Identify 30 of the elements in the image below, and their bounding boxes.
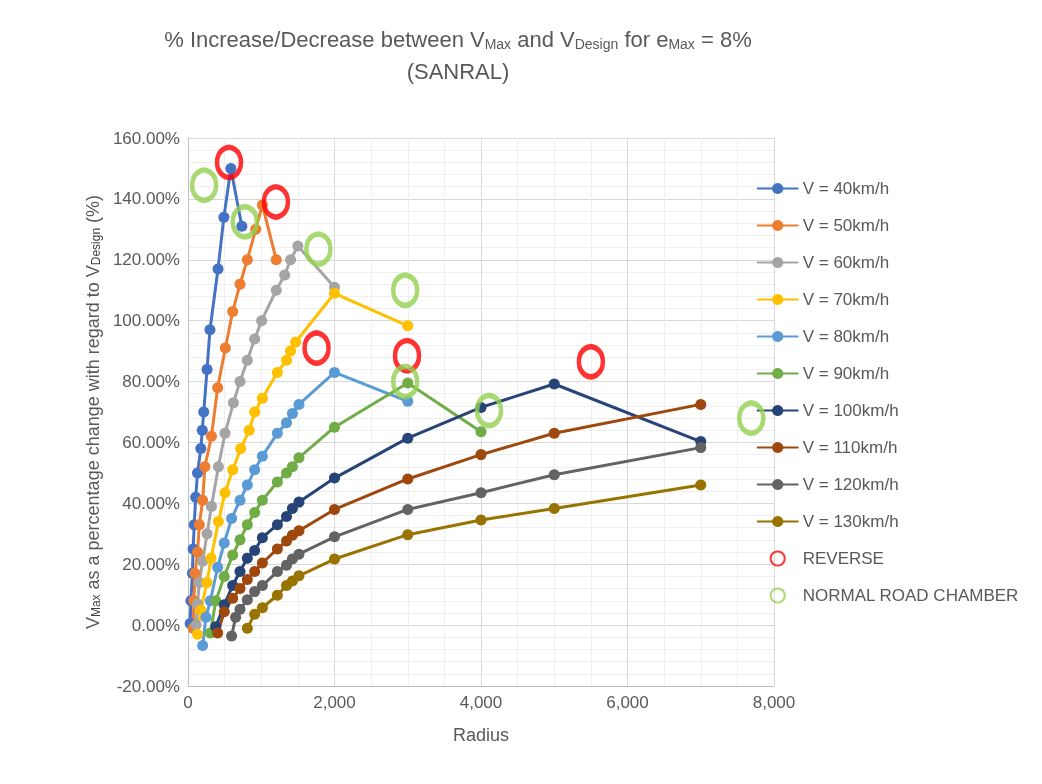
y-tick-label: 120.00% <box>112 250 180 270</box>
y-axis-title: VMax as a percentage change with regard to VDesign (%) <box>82 194 103 630</box>
x-tick-label: 4,000 <box>459 693 503 712</box>
legend-label: V = 70km/h <box>802 290 890 309</box>
y-tick-label: 20.00% <box>122 554 180 574</box>
chart-title: % Increase/Decrease between VMax and VDesign for eMax = 8% (SANRAL) <box>164 26 752 84</box>
y-tick-label: 160.00% <box>112 128 180 148</box>
legend-label: V = 60km/h <box>802 253 890 272</box>
y-tick-label: 40.00% <box>122 493 180 513</box>
legend-label: V = 50km/h <box>802 216 890 235</box>
x-tick-label: 6,000 <box>606 693 649 712</box>
legend-label: V = 90km/h <box>802 364 890 383</box>
y-tick-label: 140.00% <box>112 189 180 209</box>
legend-label: V = 40km/h <box>802 179 890 198</box>
legend-label: V = 120km/h <box>802 475 899 494</box>
legend-label: V = 110km/h <box>802 438 898 457</box>
y-tick-label: 80.00% <box>122 372 180 392</box>
legend-label: V = 100km/h <box>802 401 899 420</box>
legend-label: REVERSE <box>802 549 884 568</box>
legend-label: NORMAL ROAD CHAMBER <box>802 586 1019 605</box>
y-tick-label: 60.00% <box>122 432 180 452</box>
x-tick-label: 0 <box>183 693 193 712</box>
x-axis-title: Radius <box>452 725 510 745</box>
x-tick-label: 2,000 <box>313 693 356 712</box>
legend-label: V = 130km/h <box>802 512 899 531</box>
y-tick-label: 100.00% <box>112 311 180 331</box>
legend-label: V = 80km/h <box>802 327 890 346</box>
y-tick-label: -20.00% <box>116 676 180 696</box>
x-tick-label: 8,000 <box>752 693 796 712</box>
y-tick-label: 0.00% <box>131 615 180 635</box>
